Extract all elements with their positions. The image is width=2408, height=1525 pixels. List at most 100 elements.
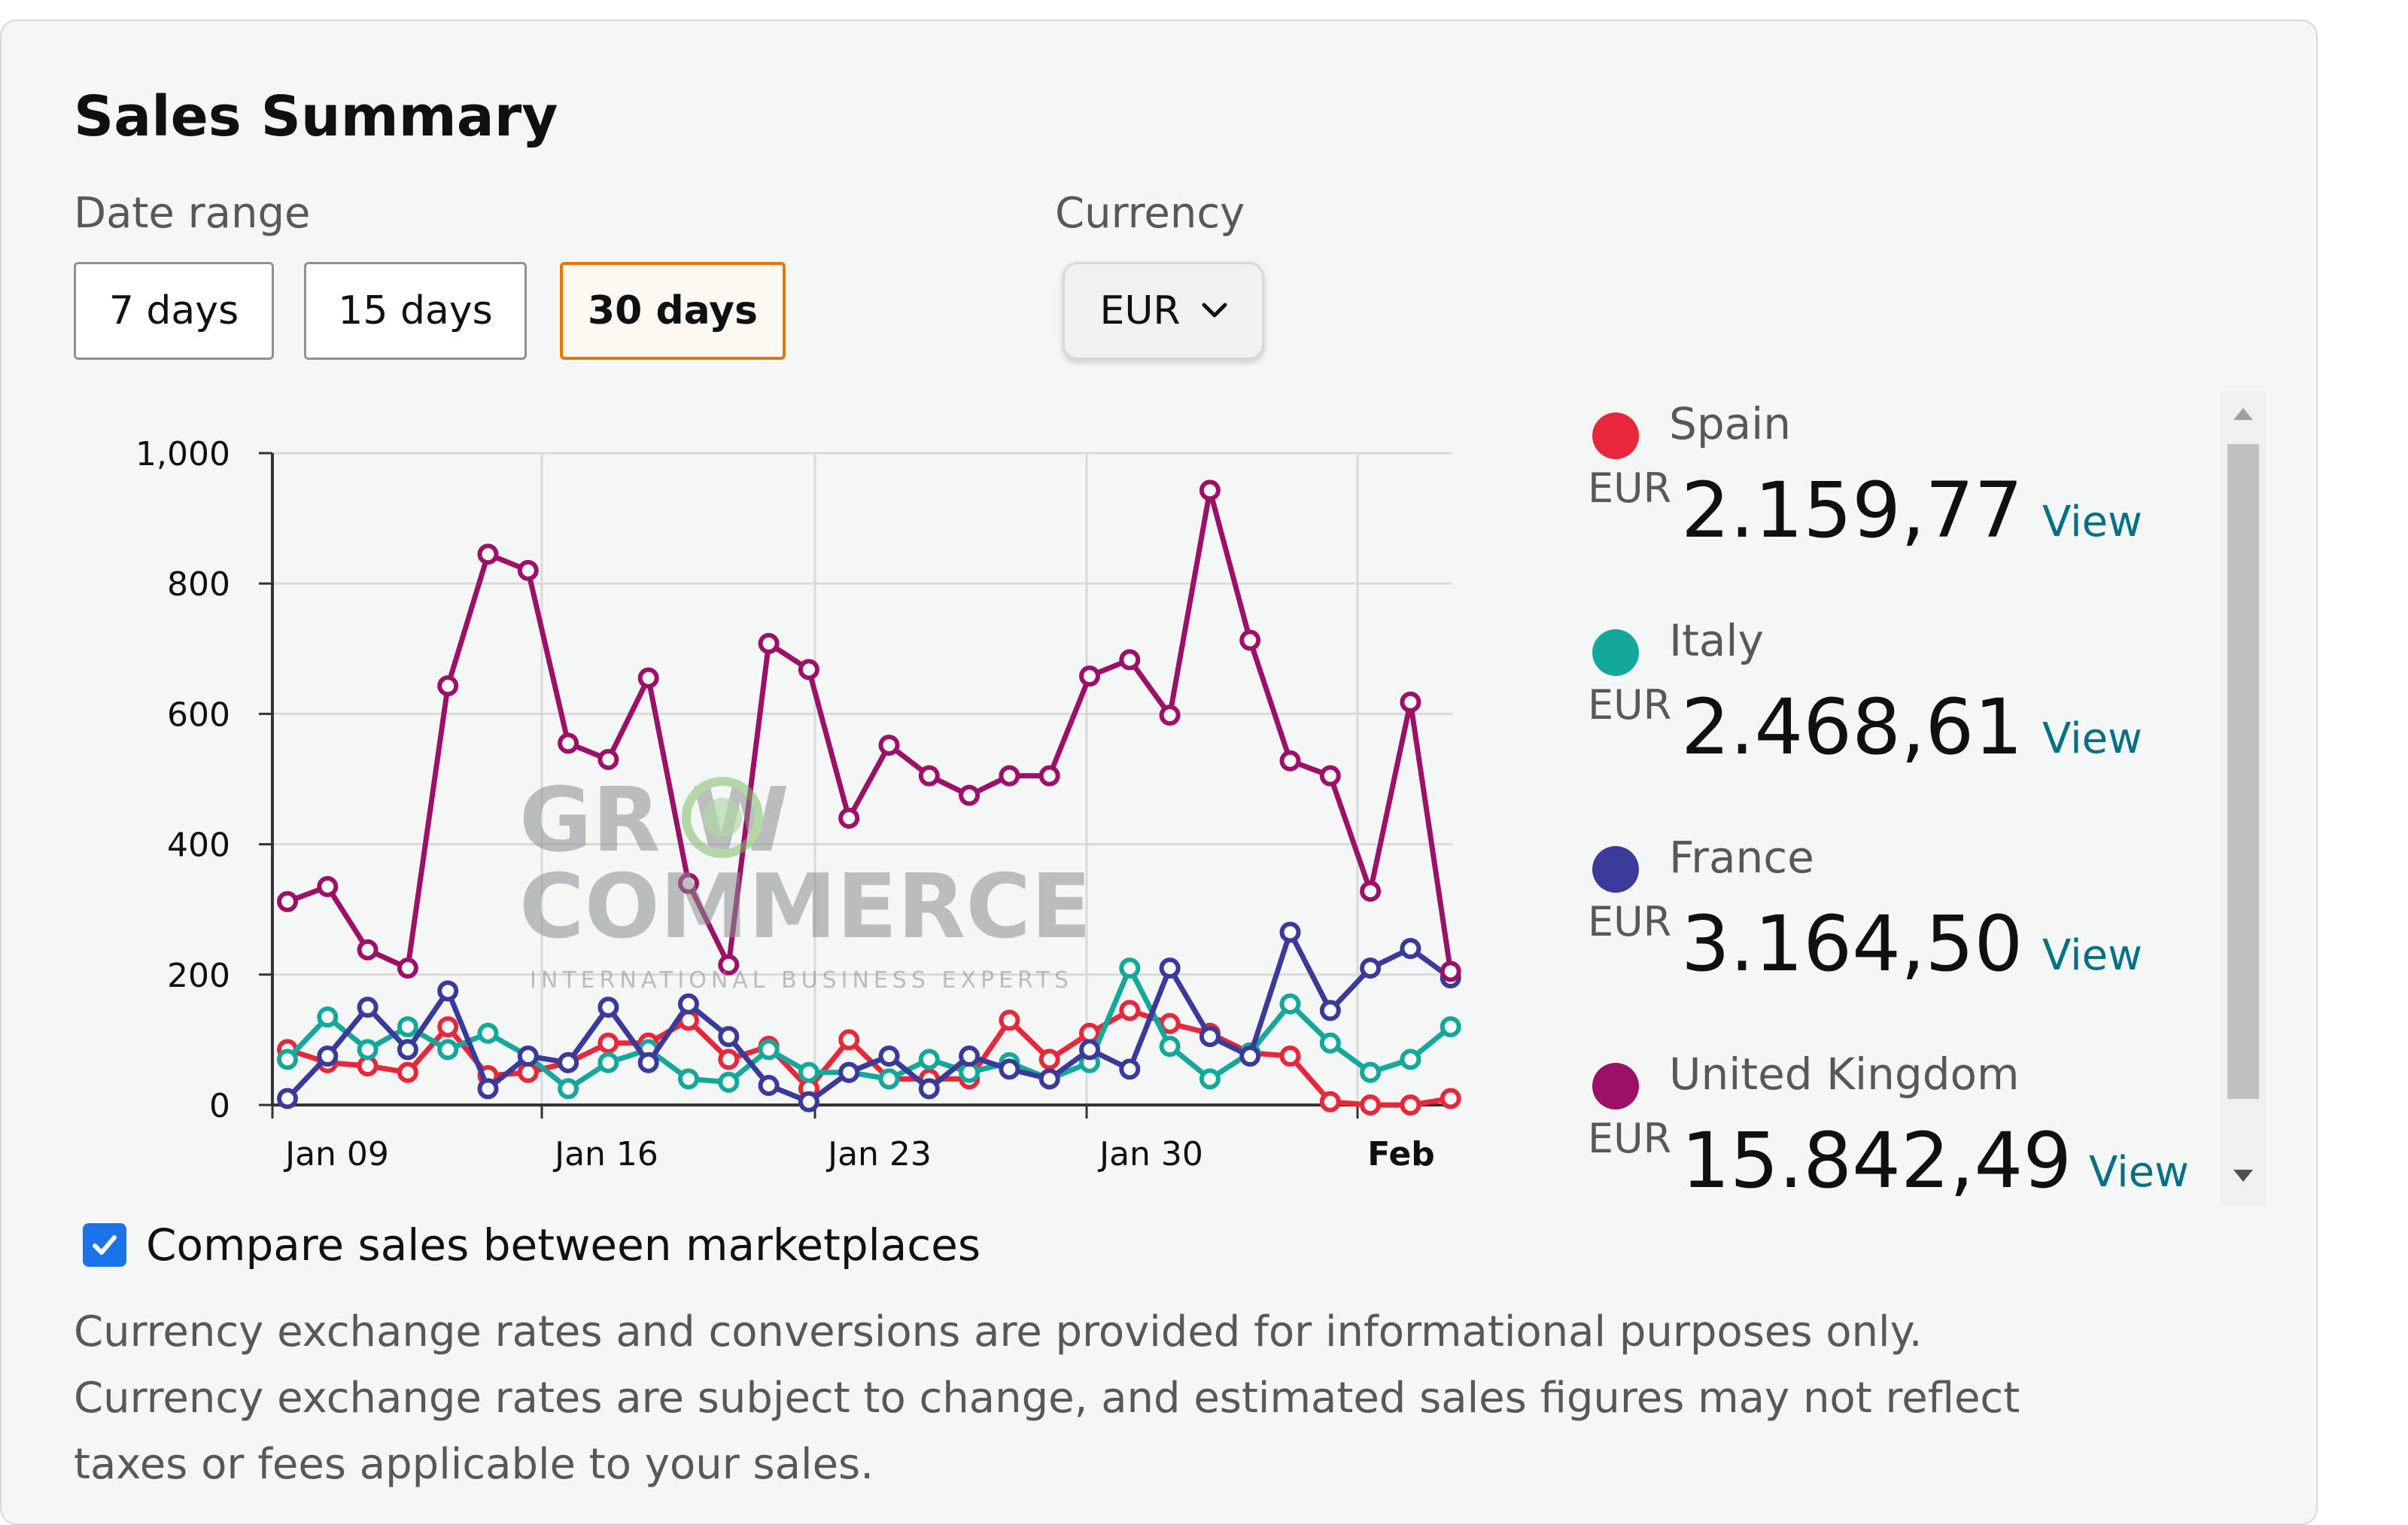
marketplace-legend: Spain EUR 2.159,77 View Italy EUR 2.468,… — [1565, 391, 2258, 1204]
data-point — [878, 1068, 900, 1090]
data-point — [1440, 1016, 1461, 1038]
data-point — [1199, 1026, 1221, 1048]
data-point — [1239, 629, 1261, 651]
data-point — [838, 807, 860, 829]
view-spain-link[interactable]: View — [2042, 498, 2142, 546]
page-title: Sales Summary — [74, 84, 558, 149]
data-point — [918, 1078, 940, 1100]
range-7-days-button[interactable]: 7 days — [74, 262, 274, 360]
data-point — [838, 1029, 860, 1051]
data-point — [1079, 1039, 1100, 1061]
data-point — [558, 732, 579, 754]
data-point — [597, 749, 619, 771]
data-point — [477, 1078, 499, 1100]
data-point — [798, 659, 819, 680]
data-point — [558, 1052, 579, 1073]
y-tick-label: 800 — [167, 565, 230, 604]
legend-scrollbar[interactable] — [2220, 391, 2267, 1206]
y-tick-label: 400 — [167, 826, 230, 865]
data-point — [838, 1061, 860, 1083]
marketplace-currency: EUR — [1588, 898, 1672, 945]
marketplace-currency: EUR — [1588, 1115, 1672, 1162]
data-point — [1400, 1094, 1421, 1116]
marketplace-sales-value: 2.468,61 — [1681, 683, 2023, 772]
data-point — [1038, 1049, 1060, 1070]
y-tick-label: 200 — [167, 957, 230, 995]
marketplace-name: Spain — [1669, 398, 1792, 449]
compare-checkbox[interactable] — [83, 1223, 126, 1267]
data-point — [798, 1091, 819, 1113]
scroll-up-arrow-icon[interactable] — [2232, 406, 2254, 422]
data-point — [718, 1026, 740, 1048]
data-point — [1239, 1046, 1261, 1067]
marketplace-sales-value: 15.842,49 — [1681, 1116, 2072, 1204]
series-line-united-kingdom — [286, 487, 1454, 972]
data-point — [1038, 765, 1060, 787]
marketplace-name: Italy — [1669, 615, 1764, 666]
data-point — [1440, 1088, 1461, 1110]
data-point — [1279, 993, 1301, 1015]
watermark-line2: COMMERCE — [519, 854, 1091, 958]
x-tick-label: Jan 23 — [825, 1135, 932, 1173]
view-united-kingdom-link[interactable]: View — [2089, 1148, 2189, 1197]
data-point — [798, 1061, 819, 1083]
data-point — [437, 1039, 459, 1061]
data-point — [558, 1078, 579, 1100]
compare-label: Compare sales between marketplaces — [146, 1219, 981, 1271]
check-icon — [93, 1235, 117, 1255]
range-30-days-button[interactable]: 30 days — [560, 262, 786, 360]
data-point — [597, 1032, 619, 1054]
data-point — [1279, 750, 1301, 772]
scroll-down-arrow-icon[interactable] — [2232, 1168, 2254, 1183]
data-point — [437, 980, 459, 1002]
data-point — [1279, 1046, 1301, 1067]
series-line-france — [285, 930, 1452, 1105]
data-point — [718, 1049, 740, 1070]
data-point — [397, 1061, 418, 1083]
data-point — [1159, 1012, 1181, 1034]
marketplace-spain: Spain EUR 2.159,77 View — [1565, 391, 2242, 602]
data-point — [397, 957, 418, 979]
data-point — [758, 1075, 780, 1097]
data-point — [1319, 1000, 1341, 1021]
marketplace-sales-value: 2.159,77 — [1681, 466, 2023, 556]
france-color-dot — [1592, 846, 1639, 893]
data-point — [1038, 1068, 1060, 1090]
data-point — [1119, 957, 1141, 979]
data-point — [1199, 479, 1221, 501]
data-point — [477, 1022, 499, 1044]
view-france-link[interactable]: View — [2042, 931, 2142, 980]
data-point — [1400, 938, 1421, 960]
scrollbar-thumb[interactable] — [2227, 444, 2259, 1099]
data-point — [397, 1016, 418, 1038]
data-point — [718, 954, 740, 976]
compare-marketplaces-option[interactable]: Compare sales between marketplaces — [83, 1219, 981, 1271]
y-tick-label: 0 — [209, 1087, 230, 1125]
watermark-tagline: INTERNATIONAL BUSINESS EXPERTS — [530, 967, 1073, 994]
data-point — [1119, 1058, 1141, 1080]
data-point — [1159, 957, 1181, 979]
currency-label: Currency — [1055, 189, 1245, 238]
data-point — [678, 872, 699, 894]
data-point — [477, 543, 499, 565]
data-point — [918, 765, 940, 787]
view-italy-link[interactable]: View — [2042, 714, 2142, 763]
data-point — [277, 1088, 298, 1110]
marketplace-sales-value: 3.164,50 — [1681, 899, 2023, 989]
data-point — [1400, 1049, 1421, 1070]
marketplace-name: United Kingdom — [1669, 1049, 2020, 1100]
marketplace-currency: EUR — [1588, 464, 1672, 512]
currency-value: EUR — [1099, 288, 1181, 333]
range-15-days-button[interactable]: 15 days — [304, 262, 527, 360]
data-point — [1400, 691, 1421, 713]
data-point — [1119, 1000, 1141, 1021]
x-tick-label: Jan 09 — [283, 1135, 389, 1173]
data-point — [317, 1006, 339, 1028]
spain-color-dot — [1592, 412, 1639, 459]
data-point — [357, 997, 379, 1018]
y-tick-label: 1,000 — [135, 435, 230, 473]
data-point — [637, 1052, 659, 1073]
x-tick-label: Jan 16 — [552, 1135, 658, 1173]
currency-dropdown[interactable]: EUR — [1063, 262, 1264, 360]
data-point — [1360, 880, 1382, 902]
